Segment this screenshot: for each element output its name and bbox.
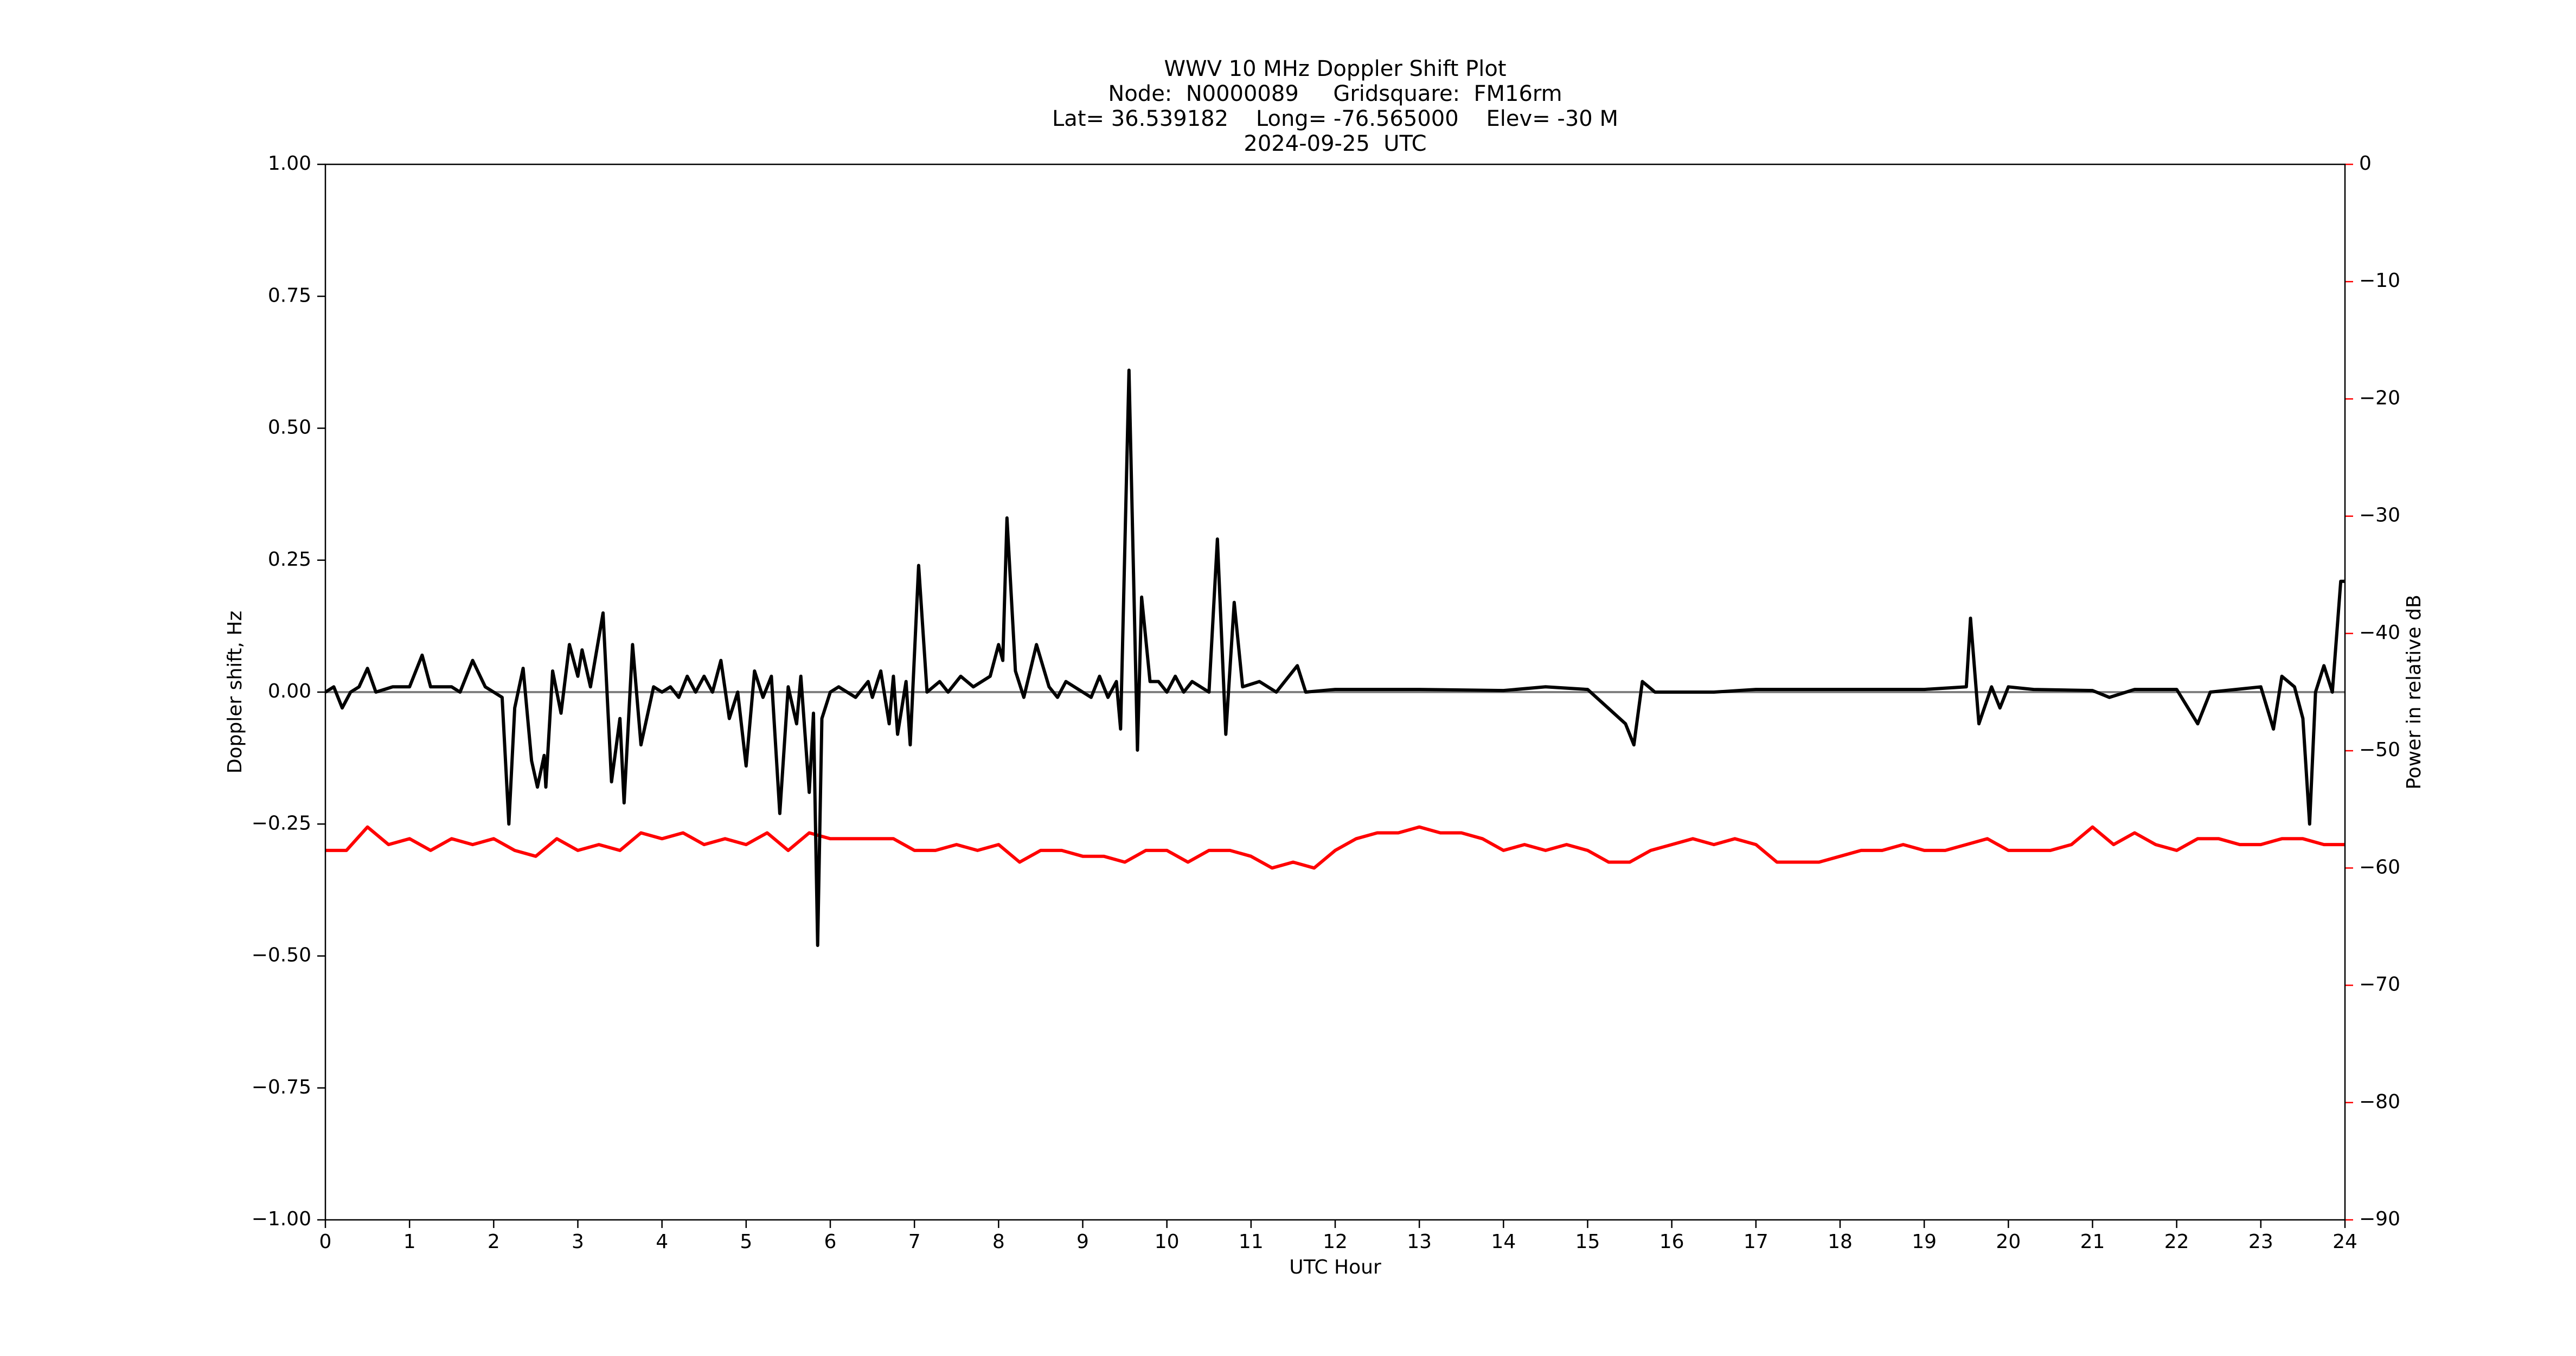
x-tick-label: 3 [572, 1231, 584, 1253]
x-tick-label: 5 [740, 1231, 752, 1253]
y2-tick-label: −50 [2359, 739, 2400, 761]
y2-tick-label: 0 [2359, 152, 2372, 175]
chart-subtitle: Node: N0000089 Gridsquare: FM16rm [1108, 81, 1562, 106]
chart-subtitle: 2024-09-25 UTC [1244, 131, 1426, 156]
y-tick-label: −0.50 [252, 944, 311, 967]
x-tick-label: 10 [1155, 1231, 1180, 1253]
x-tick-label: 23 [2248, 1231, 2273, 1253]
x-tick-label: 14 [1491, 1231, 1516, 1253]
plot-frame [324, 163, 2346, 1221]
y2-tick-label: −70 [2359, 974, 2400, 996]
x-tick-label: 8 [992, 1231, 1005, 1253]
x-tick-label: 19 [1912, 1231, 1937, 1253]
y2-tick-label: −30 [2359, 504, 2400, 527]
y-axis-label: Doppler shift, Hz [224, 611, 246, 773]
y-tick-label: 0.00 [268, 680, 311, 702]
x-tick-label: 6 [824, 1231, 837, 1253]
chart-title: WWV 10 MHz Doppler Shift Plot [1164, 56, 1506, 81]
y-tick-label: 0.25 [268, 548, 311, 571]
y-tick-label: 0.75 [268, 284, 311, 306]
y2-tick-label: −40 [2359, 622, 2400, 644]
y2-tick-label: −90 [2359, 1208, 2400, 1230]
x-tick-label: 24 [2333, 1231, 2357, 1253]
x-axis-label: UTC Hour [1289, 1256, 1381, 1278]
data-line [325, 825, 2345, 870]
y-tick-label: 1.00 [268, 152, 311, 175]
x-tick-label: 1 [403, 1231, 416, 1253]
y-tick-label: −0.25 [252, 812, 311, 834]
y2-tick-label: −60 [2359, 856, 2400, 878]
x-tick-label: 16 [1659, 1231, 1684, 1253]
x-tick-label: 21 [2080, 1231, 2105, 1253]
x-tick-label: 12 [1323, 1231, 1348, 1253]
x-tick-label: 15 [1575, 1231, 1600, 1253]
x-tick-label: 9 [1076, 1231, 1089, 1253]
x-tick-label: 4 [656, 1231, 668, 1253]
chart-subtitle: Lat= 36.539182 Long= -76.565000 Elev= -3… [1052, 106, 1618, 131]
y2-tick-label: −10 [2359, 270, 2400, 292]
x-tick-label: 13 [1407, 1231, 1432, 1253]
y2-axis-label: Power in relative dB [2403, 594, 2425, 789]
x-tick-label: 22 [2164, 1231, 2189, 1253]
x-tick-label: 0 [319, 1231, 332, 1253]
x-tick-label: 20 [1996, 1231, 2021, 1253]
x-tick-label: 17 [1744, 1231, 1768, 1253]
y-tick-label: 0.50 [268, 417, 311, 439]
y2-tick-label: −80 [2359, 1091, 2400, 1113]
y-tick-label: −1.00 [252, 1208, 311, 1230]
x-tick-label: 7 [908, 1231, 921, 1253]
x-tick-label: 2 [488, 1231, 500, 1253]
x-tick-label: 18 [1828, 1231, 1853, 1253]
y2-tick-label: −20 [2359, 387, 2400, 409]
y-tick-label: −0.75 [252, 1076, 311, 1098]
x-tick-label: 11 [1239, 1231, 1264, 1253]
data-line [324, 368, 2345, 947]
